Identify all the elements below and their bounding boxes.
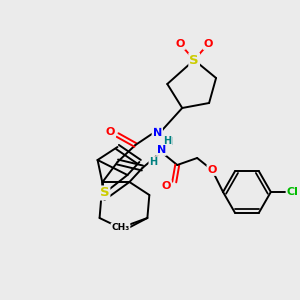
Text: N: N [153, 128, 162, 138]
Text: O: O [203, 39, 213, 49]
Text: O: O [106, 127, 115, 137]
Text: S: S [100, 187, 110, 200]
Text: N: N [157, 145, 166, 155]
Text: O: O [207, 165, 217, 175]
Text: Cl: Cl [287, 187, 299, 197]
Text: O: O [176, 39, 185, 49]
Text: H: H [163, 136, 171, 146]
Text: S: S [189, 53, 199, 67]
Text: CH₃: CH₃ [111, 224, 130, 232]
Text: H: H [164, 137, 172, 147]
Text: O: O [162, 181, 171, 191]
Text: N: N [153, 127, 162, 137]
Text: H: H [149, 157, 158, 167]
